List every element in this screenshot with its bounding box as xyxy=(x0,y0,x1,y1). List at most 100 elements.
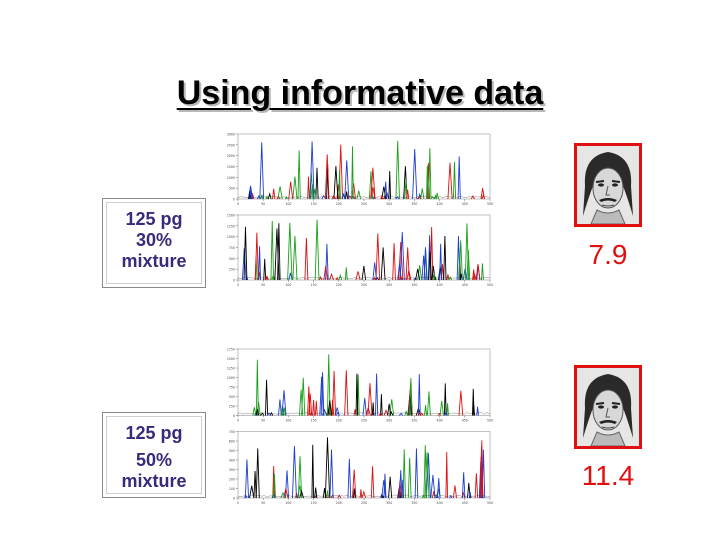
peak xyxy=(447,162,453,200)
peak xyxy=(345,191,349,200)
peak xyxy=(277,186,283,200)
peak xyxy=(297,150,301,200)
peak xyxy=(292,235,298,281)
x-tick-label: 250 xyxy=(361,501,367,505)
x-tick-label: 300 xyxy=(386,283,392,287)
y-tick-label: 400 xyxy=(229,459,235,463)
y-tick-label: 1000 xyxy=(227,235,235,239)
peak xyxy=(260,194,264,200)
peak xyxy=(263,258,267,281)
peak xyxy=(361,265,367,281)
x-tick-label: 400 xyxy=(437,419,443,423)
peak xyxy=(351,146,354,200)
peak xyxy=(292,176,298,200)
peak xyxy=(370,167,376,200)
x-tick-label: 150 xyxy=(311,501,317,505)
peak xyxy=(267,192,272,200)
peak xyxy=(324,437,331,499)
peak xyxy=(399,231,405,281)
y-tick-label: 700 xyxy=(229,430,235,434)
x-tick-label: 300 xyxy=(386,202,392,206)
x-tick-label: 450 xyxy=(462,419,468,423)
peak xyxy=(405,247,410,281)
peak xyxy=(398,470,403,499)
peak xyxy=(265,379,269,416)
peak xyxy=(284,195,288,200)
peak xyxy=(417,374,421,416)
peak xyxy=(445,451,449,499)
peak xyxy=(412,148,418,200)
x-tick-label: 0 xyxy=(237,419,239,423)
peak xyxy=(319,275,323,281)
peak xyxy=(380,394,383,416)
peak xyxy=(308,393,313,416)
peak xyxy=(361,490,367,499)
peak xyxy=(373,276,376,281)
peak xyxy=(375,233,381,281)
x-tick-label: 50 xyxy=(261,283,265,287)
y-tick-label: 1250 xyxy=(227,224,235,228)
peak xyxy=(249,485,255,499)
peak xyxy=(470,195,475,200)
x-tick-label: 300 xyxy=(386,501,392,505)
peak xyxy=(327,400,332,416)
x-tick-label: 100 xyxy=(285,419,291,423)
y-tick-label: 500 xyxy=(229,395,235,399)
y-tick-label: 1000 xyxy=(227,176,235,180)
y-tick-label: 1750 xyxy=(227,348,235,352)
peak xyxy=(241,248,247,281)
peak xyxy=(266,412,272,416)
sample-amount: 125 pg xyxy=(125,209,183,229)
peak xyxy=(304,237,309,281)
y-tick-label: 300 xyxy=(229,468,235,472)
peak xyxy=(254,232,259,281)
x-tick-label: 250 xyxy=(361,202,367,206)
x-tick-label: 50 xyxy=(261,419,265,423)
peak xyxy=(344,370,349,416)
peak xyxy=(260,412,265,416)
x-tick-label: 100 xyxy=(285,202,291,206)
peak xyxy=(272,473,276,499)
peak xyxy=(315,167,319,200)
peak xyxy=(337,494,342,499)
peak xyxy=(439,400,444,416)
x-tick-label: 450 xyxy=(462,283,468,287)
y-tick-label: 1500 xyxy=(227,214,235,218)
peak xyxy=(381,186,387,200)
peak xyxy=(272,188,276,200)
peak xyxy=(430,196,435,200)
peak xyxy=(370,187,376,200)
peak xyxy=(352,469,357,499)
peak xyxy=(437,478,441,499)
x-tick-label: 450 xyxy=(462,501,468,505)
peak xyxy=(424,452,430,499)
x-tick-label: 150 xyxy=(311,202,317,206)
peak xyxy=(472,404,476,416)
y-tick-label: 0 xyxy=(233,497,235,501)
y-tick-label: 500 xyxy=(229,187,235,191)
peak xyxy=(359,489,363,499)
y-tick-label: 1000 xyxy=(227,376,235,380)
peak xyxy=(372,262,377,281)
peak xyxy=(427,391,431,416)
x-tick-label: 350 xyxy=(411,202,417,206)
peak xyxy=(468,492,472,499)
peak xyxy=(282,407,286,416)
peak xyxy=(311,444,315,499)
peak xyxy=(280,491,286,499)
peak xyxy=(409,377,413,416)
peak xyxy=(388,171,392,200)
y-tick-label: 0 xyxy=(233,414,235,418)
peak xyxy=(287,222,293,281)
peak xyxy=(347,458,352,499)
peak xyxy=(259,142,265,200)
peak xyxy=(264,275,269,281)
peak xyxy=(367,383,373,416)
x-tick-label: 350 xyxy=(411,501,417,505)
y-tick-label: 250 xyxy=(229,268,235,272)
x-tick-label: 50 xyxy=(261,202,265,206)
likelihood-score-2: 11.4 xyxy=(581,460,635,491)
x-tick-label: 500 xyxy=(487,202,493,206)
baseline xyxy=(237,276,491,280)
peak xyxy=(326,354,331,416)
